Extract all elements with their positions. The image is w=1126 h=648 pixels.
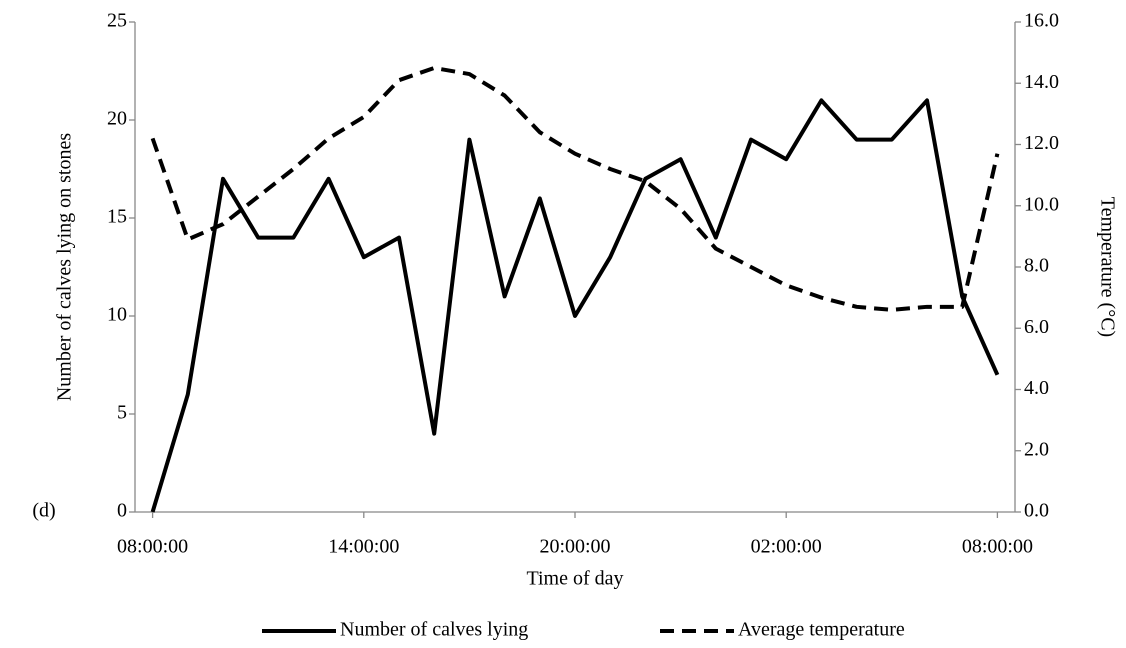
y-tick-label: 20 [107,108,127,130]
annotation: (d) [32,500,55,522]
y2-tick-label: 16.0 [1024,10,1059,32]
x-tick-label: 08:00:00 [962,536,1033,558]
legend-label: Number of calves lying [340,619,528,641]
y2-tick-label: 2.0 [1024,438,1049,460]
y2-tick-label: 6.0 [1024,316,1049,338]
y2-tick-label: 8.0 [1024,255,1049,277]
y-tick-label: 15 [107,206,127,228]
y-tick-label: 0 [117,500,127,522]
y2-tick-label: 14.0 [1024,71,1059,93]
y-tick-label: 10 [107,304,127,326]
x-tick-label: 08:00:00 [117,536,188,558]
y2-axis-label: Temperature (°C) [1096,197,1118,337]
y2-tick-label: 10.0 [1024,193,1059,215]
y-axis-label: Number of calves lying on stones [54,133,76,401]
x-tick-label: 14:00:00 [328,536,399,558]
y2-tick-label: 4.0 [1024,377,1049,399]
series-line [150,65,1000,312]
y-tick-label: 5 [117,402,127,424]
x-tick-label: 02:00:00 [751,536,822,558]
x-axis-label: Time of day [526,568,623,590]
legend-label: Average temperature [738,619,905,641]
y2-tick-label: 12.0 [1024,132,1059,154]
x-tick-label: 20:00:00 [539,536,610,558]
series-line [150,98,1000,513]
y-tick-label: 25 [107,10,127,32]
y2-tick-label: 0.0 [1024,500,1049,522]
